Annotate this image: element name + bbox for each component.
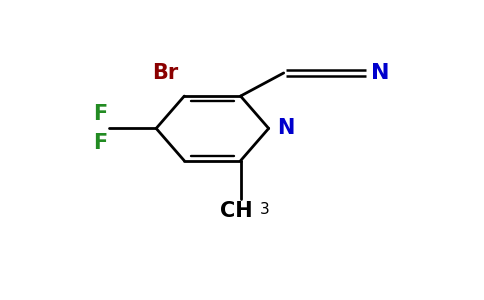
Text: N: N [277,118,294,138]
Text: F: F [93,133,107,153]
Text: N: N [371,63,390,83]
Text: F: F [93,104,107,124]
Text: Br: Br [152,63,179,83]
Text: 3: 3 [260,202,270,217]
Text: CH: CH [221,201,253,221]
